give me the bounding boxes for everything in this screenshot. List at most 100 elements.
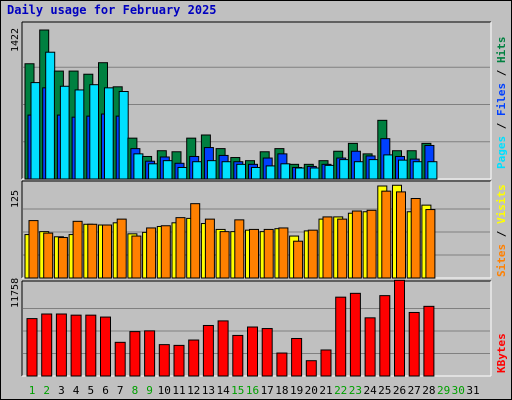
- kbytes-bar: [276, 352, 288, 377]
- y-max-label: 1422: [10, 28, 21, 52]
- sites-bar: [57, 237, 68, 279]
- pages-bar: [30, 82, 41, 180]
- sites-bar: [102, 224, 112, 279]
- side-label: KBytes: [495, 333, 508, 373]
- pages-bar: [192, 161, 203, 180]
- sites-bar: [263, 228, 274, 279]
- kbytes-bar: [129, 331, 141, 377]
- sites-bar: [278, 227, 289, 279]
- x-tick-label: 11: [172, 384, 185, 397]
- pages-bar: [162, 160, 173, 180]
- x-tick-label: 18: [275, 384, 288, 397]
- pages-bar: [339, 159, 350, 180]
- side-label: Sites / Visits: [495, 184, 508, 277]
- pages-bar: [104, 87, 114, 180]
- kbytes-bar: [144, 330, 156, 377]
- pages-bar: [133, 153, 144, 180]
- pages-bar: [368, 159, 379, 180]
- sites-bar: [396, 191, 406, 279]
- x-tick-label: 5: [87, 384, 94, 397]
- x-tick-label: 25: [378, 384, 391, 397]
- kbytes-bar: [261, 328, 273, 377]
- x-tick-label: 26: [393, 384, 406, 397]
- pages-bar: [45, 51, 56, 180]
- sites-bar: [322, 216, 333, 279]
- sites-bar: [175, 217, 186, 279]
- pages-bar: [324, 164, 335, 180]
- pages-bar: [74, 89, 85, 180]
- sites-bar: [307, 229, 318, 279]
- x-tick-label: 17: [261, 384, 274, 397]
- x-tick-label: 13: [202, 384, 215, 397]
- sites-bar: [28, 220, 39, 279]
- kbytes-bar: [85, 314, 97, 377]
- kbytes-bar: [247, 326, 258, 377]
- kbytes-bar: [320, 349, 332, 377]
- kbytes-bar: [70, 314, 82, 377]
- x-tick-label: 24: [363, 384, 377, 397]
- chart-title: Daily usage for February 2025: [7, 3, 217, 17]
- x-tick-label: 14: [216, 384, 230, 397]
- x-tick-label: 30: [452, 384, 465, 397]
- pages-bar: [206, 160, 217, 180]
- pages-bar: [89, 84, 100, 180]
- x-tick-label: 22: [334, 384, 347, 397]
- sites-bar: [234, 219, 245, 279]
- sites-bar: [425, 209, 436, 279]
- x-tick-label: 8: [132, 384, 139, 397]
- pages-bar: [221, 161, 232, 180]
- x-tick-label: 9: [146, 384, 153, 397]
- x-tick-label: 29: [437, 384, 450, 397]
- sites-bar: [293, 240, 304, 279]
- side-label-part: Visits: [495, 184, 508, 224]
- sites-bar: [72, 220, 83, 279]
- x-tick-label: 7: [117, 384, 124, 397]
- kbytes-bar: [173, 344, 185, 377]
- kbytes-bar: [291, 337, 303, 377]
- pages-bar: [295, 167, 306, 180]
- sites-bar: [160, 225, 171, 279]
- kbytes-bar: [55, 313, 67, 377]
- x-tick-label: 4: [73, 384, 80, 397]
- kbytes-bar: [114, 341, 126, 377]
- side-label-part: Sites: [495, 244, 508, 277]
- sites-bar: [43, 232, 54, 279]
- x-tick-label: 20: [305, 384, 318, 397]
- y-max-label: 11758: [10, 278, 21, 308]
- pages-bar: [177, 166, 188, 180]
- x-tick-label: 31: [466, 384, 479, 397]
- sites-bar: [146, 227, 157, 279]
- sites-bar: [190, 203, 201, 279]
- kbytes-bar: [423, 305, 435, 377]
- x-tick-label: 2: [43, 384, 50, 397]
- kbytes-bar: [232, 334, 244, 377]
- kbytes-bar: [188, 339, 200, 377]
- x-tick-label: 23: [349, 384, 362, 397]
- kbytes-bar: [100, 316, 111, 377]
- kbytes-bar: [202, 324, 214, 377]
- kbytes-bar: [379, 295, 391, 377]
- pages-bar: [353, 161, 364, 180]
- x-tick-label: 28: [422, 384, 435, 397]
- side-label-separator: /: [495, 63, 508, 83]
- kbytes-bar: [408, 311, 420, 377]
- x-tick-label: 27: [408, 384, 421, 397]
- kbytes-bar: [217, 320, 229, 377]
- pages-bar: [280, 163, 291, 180]
- x-tick-label: 19: [290, 384, 303, 397]
- kbytes-bar: [349, 292, 361, 377]
- side-label: Pages / Files / Hits: [495, 37, 508, 170]
- sites-bar: [131, 235, 142, 279]
- pages-bar: [148, 163, 159, 180]
- kbytes-bar: [305, 360, 317, 377]
- x-tick-label: 3: [58, 384, 65, 397]
- pages-bar: [236, 163, 247, 180]
- pages-bar: [251, 166, 261, 180]
- kbytes-bar: [41, 313, 53, 377]
- sites-bar: [249, 228, 259, 279]
- kbytes-bar: [335, 296, 347, 377]
- side-label-part: Files: [495, 83, 508, 116]
- x-tick-label: 16: [246, 384, 259, 397]
